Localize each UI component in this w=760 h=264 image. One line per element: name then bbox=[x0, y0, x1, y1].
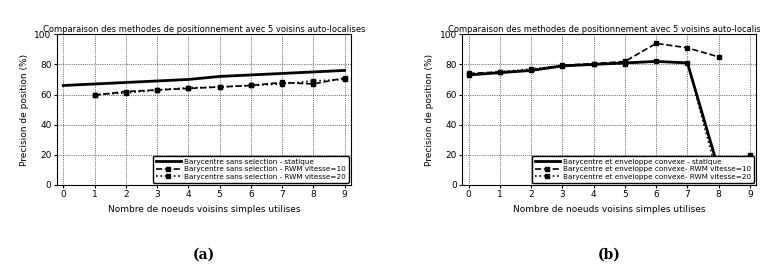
Barycentre et enveloppe convexe - statique bbox=[527, 69, 536, 72]
Barycentre et enveloppe convexe - statique bbox=[651, 60, 660, 63]
Y-axis label: Precision de position (%): Precision de position (%) bbox=[425, 54, 434, 166]
Barycentre sans selection - RWM vitesse=20 bbox=[246, 84, 255, 87]
Legend: Barycentre sans selection - statique, Barycentre sans selection - RWM vitesse=10: Barycentre sans selection - statique, Ba… bbox=[153, 156, 349, 183]
Barycentre sans selection - statique bbox=[277, 72, 287, 75]
Barycentre sans selection - RWM vitesse=20 bbox=[215, 86, 224, 89]
Barycentre sans selection - RWM vitesse=20 bbox=[121, 91, 130, 95]
Barycentre et enveloppe convexe- RWM vitesse=20 bbox=[746, 153, 755, 156]
Barycentre sans selection - RWM vitesse=20 bbox=[340, 78, 349, 81]
Barycentre sans selection - statique bbox=[184, 78, 193, 81]
Line: Barycentre et enveloppe convexe- RWM vitesse=10: Barycentre et enveloppe convexe- RWM vit… bbox=[466, 41, 721, 76]
Barycentre et enveloppe convexe- RWM vitesse=10 bbox=[714, 55, 724, 58]
Barycentre et enveloppe convexe- RWM vitesse=20 bbox=[683, 61, 692, 64]
Line: Barycentre sans selection - RWM vitesse=10: Barycentre sans selection - RWM vitesse=… bbox=[92, 76, 347, 98]
Barycentre et enveloppe convexe- RWM vitesse=10 bbox=[558, 64, 567, 67]
Barycentre et enveloppe convexe- RWM vitesse=20 bbox=[527, 67, 536, 70]
Barycentre sans selection - statique bbox=[59, 84, 68, 87]
Barycentre sans selection - statique bbox=[340, 69, 349, 72]
Barycentre et enveloppe convexe- RWM vitesse=10 bbox=[620, 60, 629, 63]
Barycentre sans selection - RWM vitesse=10 bbox=[184, 87, 193, 90]
Barycentre et enveloppe convexe- RWM vitesse=10 bbox=[651, 42, 660, 45]
Line: Barycentre sans selection - statique: Barycentre sans selection - statique bbox=[63, 70, 344, 86]
Barycentre sans selection - statique bbox=[246, 73, 255, 77]
Barycentre et enveloppe convexe- RWM vitesse=10 bbox=[589, 62, 598, 65]
Barycentre sans selection - RWM vitesse=10 bbox=[277, 81, 287, 84]
Barycentre sans selection - RWM vitesse=10 bbox=[340, 76, 349, 79]
Barycentre et enveloppe convexe- RWM vitesse=20 bbox=[620, 62, 629, 65]
Barycentre et enveloppe convexe- RWM vitesse=20 bbox=[714, 179, 724, 182]
Line: Barycentre et enveloppe convexe- RWM vitesse=20: Barycentre et enveloppe convexe- RWM vit… bbox=[466, 59, 752, 183]
Barycentre sans selection - RWM vitesse=20 bbox=[90, 93, 99, 96]
X-axis label: Nombre de noeuds voisins simples utilises: Nombre de noeuds voisins simples utilise… bbox=[513, 205, 705, 214]
Barycentre et enveloppe convexe- RWM vitesse=10 bbox=[464, 72, 473, 75]
Barycentre et enveloppe convexe- RWM vitesse=10 bbox=[527, 69, 536, 72]
Barycentre et enveloppe convexe - statique bbox=[496, 71, 505, 74]
Legend: Barycentre et enveloppe convexe - statique, Barycentre et enveloppe convexe- RWM: Barycentre et enveloppe convexe - statiq… bbox=[532, 156, 754, 183]
Barycentre sans selection - RWM vitesse=10 bbox=[90, 94, 99, 97]
Barycentre sans selection - RWM vitesse=10 bbox=[153, 88, 162, 92]
Barycentre et enveloppe convexe - statique bbox=[464, 73, 473, 77]
Barycentre sans selection - RWM vitesse=20 bbox=[184, 86, 193, 89]
Text: (b): (b) bbox=[598, 248, 621, 262]
Title: Comparaison des methodes de positionnement avec 5 voisins auto-localises: Comparaison des methodes de positionneme… bbox=[43, 25, 365, 34]
Text: (a): (a) bbox=[193, 248, 215, 262]
Barycentre sans selection - statique bbox=[121, 81, 130, 84]
Barycentre sans selection - statique bbox=[153, 79, 162, 83]
Barycentre et enveloppe convexe- RWM vitesse=20 bbox=[651, 60, 660, 63]
Barycentre sans selection - RWM vitesse=10 bbox=[246, 84, 255, 87]
Title: Comparaison des methodes de positionnement avec 5 voisins auto-localises: Comparaison des methodes de positionneme… bbox=[448, 25, 760, 34]
Barycentre sans selection - statique bbox=[309, 70, 318, 73]
Barycentre sans selection - RWM vitesse=20 bbox=[277, 82, 287, 86]
Barycentre sans selection - RWM vitesse=10 bbox=[309, 82, 318, 86]
Barycentre et enveloppe convexe - statique bbox=[714, 168, 724, 171]
Barycentre et enveloppe convexe- RWM vitesse=20 bbox=[496, 70, 505, 73]
Barycentre sans selection - RWM vitesse=20 bbox=[309, 79, 318, 83]
Barycentre et enveloppe convexe- RWM vitesse=20 bbox=[558, 64, 567, 68]
Barycentre et enveloppe convexe - statique bbox=[683, 61, 692, 64]
Barycentre sans selection - statique bbox=[215, 75, 224, 78]
Line: Barycentre sans selection - RWM vitesse=20: Barycentre sans selection - RWM vitesse=… bbox=[92, 77, 347, 97]
Barycentre et enveloppe convexe- RWM vitesse=20 bbox=[589, 63, 598, 66]
X-axis label: Nombre de noeuds voisins simples utilises: Nombre de noeuds voisins simples utilise… bbox=[108, 205, 300, 214]
Barycentre sans selection - RWM vitesse=20 bbox=[153, 88, 162, 92]
Barycentre et enveloppe convexe- RWM vitesse=10 bbox=[496, 70, 505, 73]
Barycentre sans selection - statique bbox=[90, 82, 99, 86]
Barycentre et enveloppe convexe- RWM vitesse=10 bbox=[683, 46, 692, 49]
Barycentre et enveloppe convexe- RWM vitesse=20 bbox=[464, 73, 473, 77]
Barycentre et enveloppe convexe - statique bbox=[558, 64, 567, 68]
Barycentre sans selection - RWM vitesse=10 bbox=[121, 90, 130, 93]
Line: Barycentre et enveloppe convexe - statique: Barycentre et enveloppe convexe - statiq… bbox=[469, 62, 719, 170]
Barycentre sans selection - RWM vitesse=10 bbox=[215, 86, 224, 89]
Y-axis label: Precision de position (%): Precision de position (%) bbox=[20, 54, 29, 166]
Barycentre et enveloppe convexe - statique bbox=[620, 61, 629, 64]
Barycentre et enveloppe convexe - statique bbox=[589, 63, 598, 66]
